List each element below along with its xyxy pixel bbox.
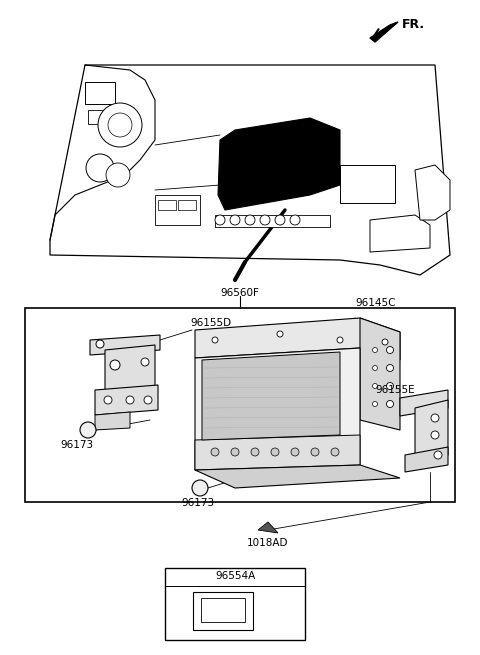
Circle shape bbox=[290, 215, 300, 225]
Text: 96173: 96173 bbox=[181, 498, 215, 508]
Polygon shape bbox=[218, 118, 340, 210]
Circle shape bbox=[434, 451, 442, 459]
Polygon shape bbox=[400, 390, 448, 416]
Circle shape bbox=[215, 215, 225, 225]
Circle shape bbox=[386, 400, 394, 407]
Bar bbox=[88, 110, 106, 124]
Circle shape bbox=[108, 113, 132, 137]
Circle shape bbox=[275, 215, 285, 225]
Circle shape bbox=[337, 337, 343, 343]
Text: 96145C: 96145C bbox=[355, 298, 396, 308]
Bar bbox=[340, 165, 395, 203]
Polygon shape bbox=[50, 65, 450, 275]
Polygon shape bbox=[195, 348, 360, 470]
Circle shape bbox=[231, 448, 239, 456]
Circle shape bbox=[372, 383, 377, 388]
Circle shape bbox=[211, 448, 219, 456]
Bar bbox=[158, 200, 176, 210]
Circle shape bbox=[106, 163, 130, 187]
Polygon shape bbox=[105, 345, 155, 395]
Text: 96173: 96173 bbox=[60, 440, 93, 450]
Text: 96554A: 96554A bbox=[215, 571, 255, 581]
Circle shape bbox=[386, 346, 394, 354]
Text: 1018AD: 1018AD bbox=[247, 538, 289, 548]
Circle shape bbox=[431, 414, 439, 422]
Text: 96155E: 96155E bbox=[375, 385, 415, 395]
Bar bbox=[193, 592, 253, 630]
Circle shape bbox=[230, 215, 240, 225]
Bar bbox=[215, 215, 330, 227]
Polygon shape bbox=[370, 22, 398, 42]
Circle shape bbox=[277, 331, 283, 337]
Text: 96560F: 96560F bbox=[221, 288, 259, 298]
Text: FR.: FR. bbox=[402, 18, 425, 31]
Circle shape bbox=[96, 340, 104, 348]
Circle shape bbox=[80, 422, 96, 438]
Circle shape bbox=[260, 215, 270, 225]
Polygon shape bbox=[95, 385, 158, 415]
Circle shape bbox=[192, 480, 208, 496]
Bar bbox=[201, 598, 245, 622]
Bar bbox=[155, 195, 200, 225]
Circle shape bbox=[126, 396, 134, 404]
Polygon shape bbox=[258, 522, 278, 533]
Circle shape bbox=[431, 431, 439, 439]
Bar bbox=[85, 82, 115, 104]
Circle shape bbox=[372, 365, 377, 371]
Circle shape bbox=[311, 448, 319, 456]
Polygon shape bbox=[415, 165, 450, 220]
Polygon shape bbox=[195, 465, 400, 488]
Circle shape bbox=[104, 396, 112, 404]
Bar bbox=[25, 308, 455, 502]
Bar bbox=[165, 568, 305, 640]
Circle shape bbox=[212, 337, 218, 343]
Polygon shape bbox=[195, 318, 400, 360]
Circle shape bbox=[291, 448, 299, 456]
Circle shape bbox=[98, 103, 142, 147]
Polygon shape bbox=[415, 400, 448, 462]
Polygon shape bbox=[90, 335, 160, 355]
Circle shape bbox=[144, 396, 152, 404]
Circle shape bbox=[386, 383, 394, 390]
Circle shape bbox=[251, 448, 259, 456]
Circle shape bbox=[386, 364, 394, 371]
Polygon shape bbox=[95, 412, 130, 430]
Bar bbox=[178, 200, 196, 210]
Polygon shape bbox=[405, 447, 448, 472]
Circle shape bbox=[372, 402, 377, 407]
Circle shape bbox=[382, 339, 388, 345]
Polygon shape bbox=[195, 435, 360, 470]
Polygon shape bbox=[370, 215, 430, 252]
Circle shape bbox=[331, 448, 339, 456]
Circle shape bbox=[271, 448, 279, 456]
Circle shape bbox=[86, 154, 114, 182]
Circle shape bbox=[245, 215, 255, 225]
Polygon shape bbox=[360, 318, 400, 430]
Text: 96155D: 96155D bbox=[190, 318, 231, 328]
Circle shape bbox=[372, 348, 377, 352]
Polygon shape bbox=[202, 352, 340, 440]
Circle shape bbox=[141, 358, 149, 366]
Circle shape bbox=[110, 360, 120, 370]
